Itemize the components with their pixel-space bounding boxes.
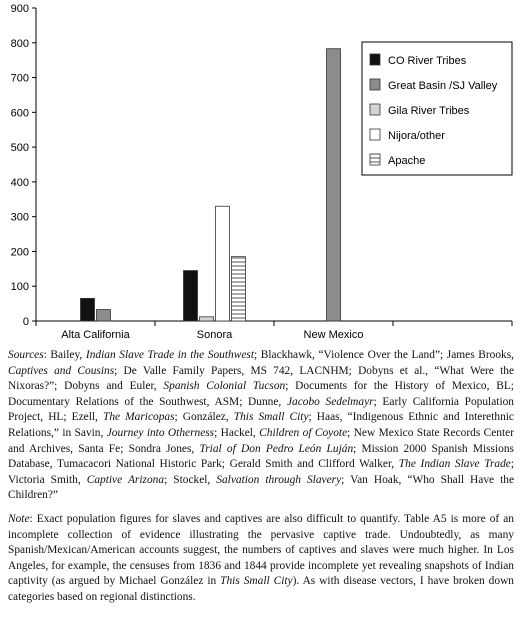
sources-text-10: ; González, [174, 411, 234, 424]
legend-swatch [369, 128, 381, 141]
bar-chart: 0 100 200 300 400 500 600 700 800 900 Alta Califo… [11, 3, 513, 341]
sources-text-7: Jacobo Sedelmayr [286, 395, 374, 408]
sources-text-13: Journey into Otherness [106, 426, 215, 439]
bars [80, 48, 341, 322]
sources-text-15: Children of Coyote [259, 426, 348, 439]
sources-text-21: Captive Arizona [86, 473, 165, 486]
bar-co-river-tribes-sonora [183, 270, 198, 322]
legend-swatch [369, 53, 381, 66]
sources-text-3: Captives and Cousins [8, 364, 115, 377]
y-tick-label: 600 [11, 107, 29, 119]
sources-text-11: This Small City [233, 411, 309, 424]
legend-label: Great Basin /SJ Valley [388, 80, 498, 92]
legend-swatch [369, 103, 381, 116]
legend-label: Nijora/other [388, 130, 445, 142]
y-tick-label: 0 [23, 316, 29, 328]
note-lead: Note [8, 512, 30, 525]
y-tick-label: 800 [11, 38, 29, 50]
y-tick-label: 100 [11, 281, 29, 293]
sources-text-5: Spanish Colonial Tucson [163, 380, 286, 393]
y-tick-label: 400 [11, 177, 29, 189]
legend-box [361, 41, 513, 176]
category-label: Alta California [61, 329, 130, 341]
y-axis: 0 100 200 300 400 500 600 700 800 900 [11, 3, 37, 328]
bar-nijora-other-sonora [215, 205, 230, 322]
legend-label: CO River Tribes [388, 55, 467, 67]
sources-text-6: ; Documents for the History of Mexico, B… [8, 380, 514, 408]
x-axis: Alta California Sonora New Mexico [35, 320, 513, 341]
y-tick-label: 500 [11, 142, 29, 154]
sources-text-22: ; Stockel, [164, 473, 217, 486]
note-text-2: ). As with disease vectors, I have broke… [8, 575, 514, 603]
sources-paragraph: Sources: Bailey, Indian Slave Trade in t… [8, 348, 514, 504]
sources-text-18: ; Mission 2000 Spanish Missions Database… [8, 442, 514, 471]
sources-text-24: ; Van Hoak, “Who Shall Have the Children… [8, 473, 515, 502]
sources-text-2: ; Blackhawk, “Violence Over the Land”; J… [254, 349, 515, 361]
legend-swatch [369, 78, 381, 91]
category-label: Sonora [197, 329, 233, 341]
sources-text-12: ; Haas, “Indigenous Ethnic and Interethn… [8, 411, 514, 439]
bar-great-basin-sj-valley-new-mexico [326, 48, 341, 322]
legend-swatch [369, 153, 381, 166]
legend-label: Apache [388, 155, 425, 167]
sources-text-8: ; Early California Population Project, H… [8, 395, 515, 424]
bar-great-basin-sj-valley-alta-california [96, 309, 111, 322]
notes: Sources: Bailey, Indian Slave Trade in t… [8, 348, 514, 614]
y-tick-label: 700 [11, 73, 29, 85]
sources-text-23: Salvation through Slavery [216, 473, 342, 486]
bar-apache-sonora [231, 256, 246, 322]
bar-gila-river-tribes-sonora [199, 316, 214, 322]
y-tick-label: 900 [11, 3, 29, 15]
category-label: New Mexico [304, 329, 364, 341]
sources-body: : Bailey, Indian Slave Trade in the Sout… [8, 349, 514, 501]
sources-text-4: ; De Valle Family Papers, MS 742, LACNHM… [8, 364, 515, 393]
bar-co-river-tribes-alta-california [80, 297, 95, 322]
note-text-0: : Exact population figures for slaves an… [8, 512, 514, 588]
sources-text-16: ; New Mexico State Records Center and Ar… [8, 426, 515, 455]
note-text-1: This Small City [220, 575, 293, 588]
sources-text-14: ; Hackel, [214, 426, 260, 439]
sources-text-0: : Bailey, [43, 349, 86, 361]
sources-text-19: The Indian Slave Trade [398, 458, 511, 471]
sources-text-9: The Maricopas [103, 411, 175, 424]
legend-label: Gila River Tribes [388, 105, 470, 117]
sources-text-1: Indian Slave Trade in the Southwest [85, 349, 254, 361]
sources-lead: Sources [8, 349, 44, 361]
sources-text-17: Trial of Don Pedro León Luján [199, 442, 354, 455]
y-tick-label: 200 [11, 246, 29, 258]
legend: CO River Tribes Great Basin /SJ Valley Gil… [361, 41, 513, 176]
note-paragraph: Note: Exact population figures for slave… [8, 512, 514, 606]
sources-text-20: ; Victoria Smith, [8, 458, 515, 486]
note-body: : Exact population figures for slaves an… [8, 513, 514, 603]
y-tick-label: 300 [11, 212, 29, 224]
